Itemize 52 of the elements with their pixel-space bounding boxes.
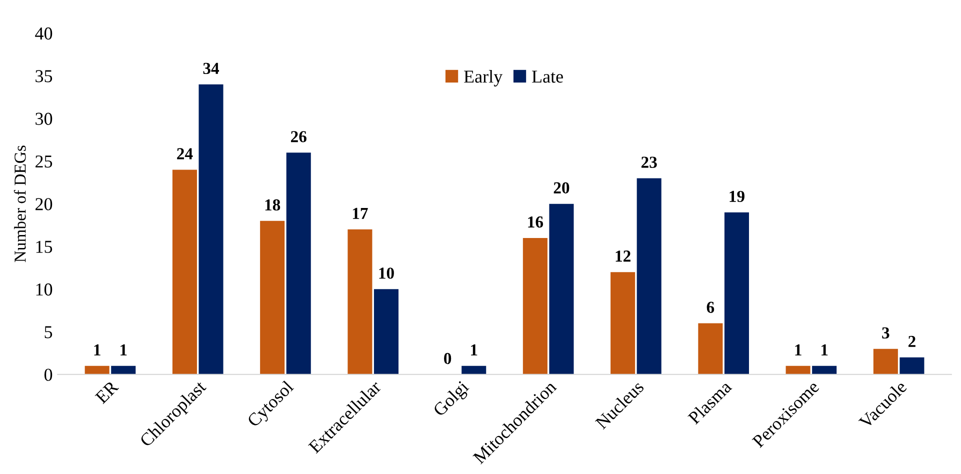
data-label: 20	[554, 182, 570, 194]
data-label: 0	[444, 352, 452, 364]
data-label: 12	[616, 250, 630, 262]
bar	[610, 272, 636, 374]
data-label: 1	[795, 344, 802, 356]
data-label: 24	[177, 148, 193, 160]
data-label: 1	[471, 344, 478, 356]
bar	[348, 229, 372, 374]
y-tick-label: 20	[36, 198, 52, 210]
bar	[812, 366, 837, 374]
bar	[286, 152, 311, 374]
y-tick-label: 0	[44, 368, 52, 381]
bar	[698, 323, 723, 374]
y-tick-label: 40	[35, 27, 52, 40]
y-tick-label: 35	[36, 70, 52, 82]
x-tick-label: ER	[94, 380, 120, 404]
bar	[374, 289, 399, 374]
bar	[198, 84, 224, 374]
y-tick-label: 15	[36, 240, 52, 253]
bar	[724, 212, 749, 374]
bar	[172, 170, 197, 374]
bar	[636, 178, 662, 374]
data-label: 26	[290, 131, 306, 142]
bar	[462, 366, 486, 374]
data-label: 18	[265, 199, 280, 211]
data-label: 1	[120, 344, 127, 356]
bar	[260, 220, 285, 374]
data-label: 3	[882, 327, 890, 339]
data-label: 1	[94, 344, 100, 356]
data-label: 23	[641, 156, 657, 168]
y-tick-label: 25	[36, 155, 52, 168]
bar	[873, 348, 898, 374]
y-tick-label: 10	[36, 283, 52, 296]
data-label: 1	[822, 344, 828, 356]
legend-label: Late	[532, 70, 563, 83]
data-label: 17	[352, 208, 368, 219]
y-tick-label: 5	[44, 326, 52, 338]
bar	[900, 357, 924, 374]
bar	[549, 204, 574, 374]
bar	[522, 238, 548, 374]
legend-label: Early	[464, 70, 503, 86]
bar	[84, 366, 110, 374]
data-label: 19	[730, 190, 744, 202]
y-tick-label: 30	[36, 112, 52, 125]
data-label: 16	[528, 216, 544, 228]
bar	[786, 366, 810, 374]
data-label: 10	[379, 268, 394, 279]
bar	[111, 366, 136, 374]
data-label: 6	[706, 302, 714, 313]
data-label: 2	[908, 336, 916, 347]
data-label: 34	[203, 62, 220, 74]
y-axis-title: Number of DEGs	[14, 146, 26, 262]
